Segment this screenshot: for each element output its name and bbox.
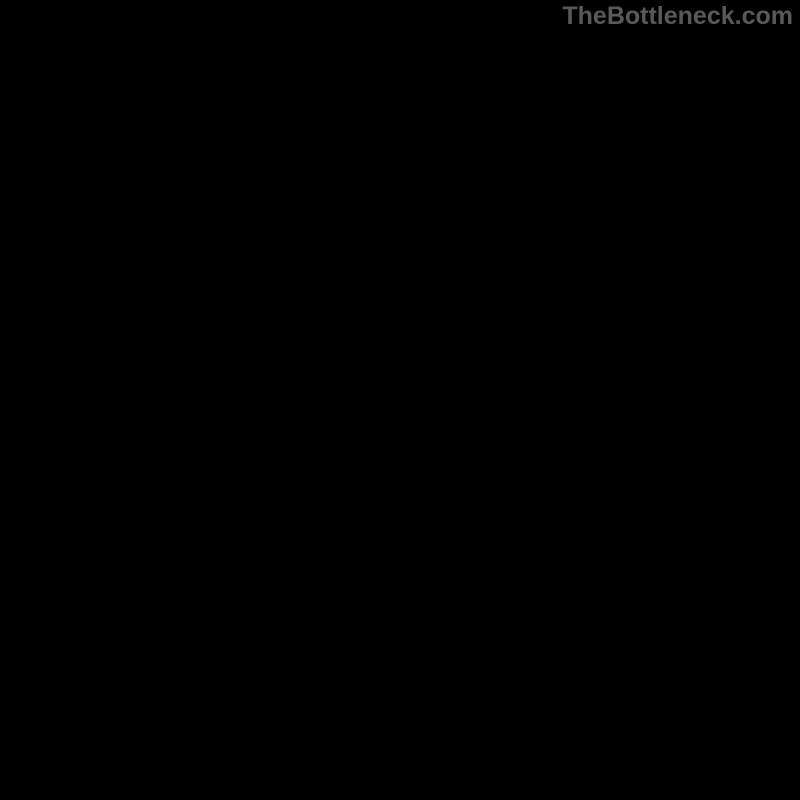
outer-frame	[0, 0, 800, 800]
watermark-text: TheBottleneck.com	[562, 2, 793, 31]
